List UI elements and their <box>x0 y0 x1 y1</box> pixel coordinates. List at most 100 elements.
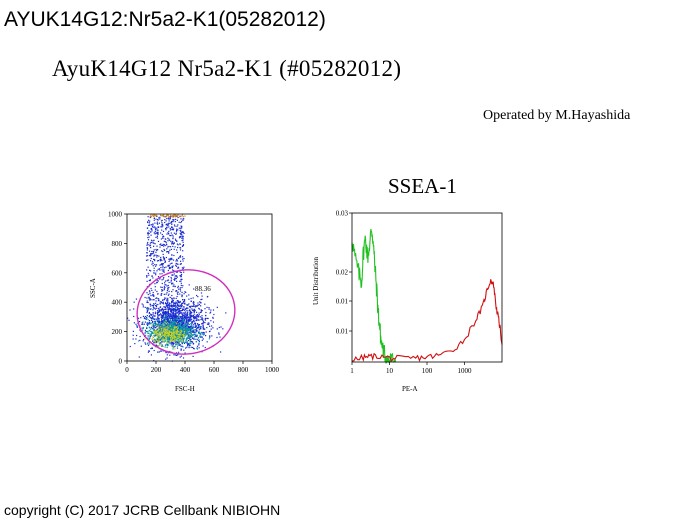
scatter-point <box>171 299 173 301</box>
scatter-point <box>150 322 152 324</box>
scatter-point <box>183 302 185 304</box>
scatter-point <box>184 341 186 343</box>
scatter-point <box>144 296 146 299</box>
scatter-point <box>187 324 189 327</box>
scatter-point <box>168 276 170 278</box>
scatter-point <box>186 317 188 319</box>
scatter-point <box>170 334 172 336</box>
scatter-plot: 88.36 0 200 400 600 800 100002004006008001000… <box>89 211 280 394</box>
scatter-point <box>170 278 173 280</box>
scatter-point <box>165 220 167 222</box>
scatter-point <box>170 312 172 314</box>
scatter-point <box>181 334 183 336</box>
scatter-point <box>199 326 201 328</box>
scatter-point <box>159 324 162 326</box>
scatter-point <box>193 330 195 332</box>
scatter-point <box>164 282 166 284</box>
scatter-point <box>162 338 164 340</box>
scatter-point <box>148 230 150 232</box>
scatter-point <box>151 347 153 349</box>
scatter-point <box>196 330 198 332</box>
scatter-point <box>164 261 166 264</box>
scatter-point <box>166 354 168 356</box>
scatter-point <box>163 311 165 313</box>
scatter-point <box>152 339 154 341</box>
scatter-point <box>178 344 180 346</box>
scatter-point <box>179 317 181 319</box>
scatter-point <box>194 335 196 337</box>
scatter-point <box>177 224 179 226</box>
scatter-point <box>183 218 185 220</box>
scatter-point <box>177 339 179 341</box>
scatter-point <box>185 338 187 340</box>
scatter-point <box>139 339 141 341</box>
scatter-point <box>182 238 184 240</box>
scatter-point <box>162 270 164 272</box>
scatter-point <box>171 254 173 256</box>
scatter-point <box>156 297 158 299</box>
scatter-point <box>175 277 177 280</box>
scatter-point <box>184 352 186 354</box>
scatter-point <box>219 336 221 338</box>
scatter-point <box>184 334 186 336</box>
scatter-point <box>198 331 200 333</box>
scatter-point <box>165 315 167 317</box>
scatter-point <box>202 333 204 335</box>
scatter-point <box>170 235 172 237</box>
scatter-point <box>183 232 185 234</box>
scatter-point <box>174 310 176 313</box>
scatter-point <box>164 317 166 319</box>
scatter-point <box>179 319 181 321</box>
scatter-point <box>161 337 163 339</box>
scatter-point <box>180 232 182 234</box>
scatter-point <box>175 309 177 311</box>
scatter-point <box>190 311 192 313</box>
scatter-point <box>159 337 161 339</box>
scatter-point <box>176 276 178 278</box>
scatter-point <box>168 264 170 266</box>
scatter-point <box>156 221 158 223</box>
scatter-point <box>190 320 192 322</box>
scatter-point <box>189 329 191 331</box>
scatter-point <box>161 293 163 295</box>
scatter-point <box>179 290 182 292</box>
scatter-point <box>188 305 191 308</box>
scatter-x-tick-label: 600 <box>209 366 220 374</box>
scatter-point <box>202 331 204 334</box>
scatter-point <box>167 215 169 217</box>
scatter-point <box>179 232 181 234</box>
scatter-point <box>173 309 175 311</box>
scatter-point <box>174 332 176 334</box>
scatter-point <box>188 284 190 286</box>
scatter-point <box>184 302 186 304</box>
scatter-point <box>167 301 169 304</box>
scatter-point <box>161 336 164 338</box>
scatter-point <box>188 313 191 315</box>
scatter-point <box>169 339 171 341</box>
scatter-point <box>176 322 178 324</box>
scatter-point <box>162 250 164 253</box>
scatter-point <box>176 326 178 328</box>
scatter-point <box>151 275 153 277</box>
scatter-point <box>157 268 159 270</box>
scatter-point <box>159 260 161 262</box>
scatter-point <box>162 230 165 232</box>
report-title: AyuK14G12 Nr5a2-K1 (#05282012) <box>52 56 402 81</box>
scatter-point <box>175 218 177 220</box>
scatter-point <box>154 335 156 337</box>
scatter-point <box>185 324 187 326</box>
scatter-point <box>163 329 165 331</box>
scatter-point <box>187 345 189 347</box>
scatter-point <box>162 331 164 333</box>
scatter-point <box>193 322 195 324</box>
scatter-point <box>163 287 165 289</box>
scatter-point <box>191 331 193 333</box>
scatter-point <box>166 336 168 338</box>
scatter-point <box>159 335 161 337</box>
scatter-point <box>185 333 187 335</box>
scatter-point <box>151 335 153 337</box>
scatter-point <box>172 305 174 307</box>
scatter-point <box>167 312 169 314</box>
scatter-point <box>158 255 160 257</box>
scatter-point <box>163 308 165 311</box>
